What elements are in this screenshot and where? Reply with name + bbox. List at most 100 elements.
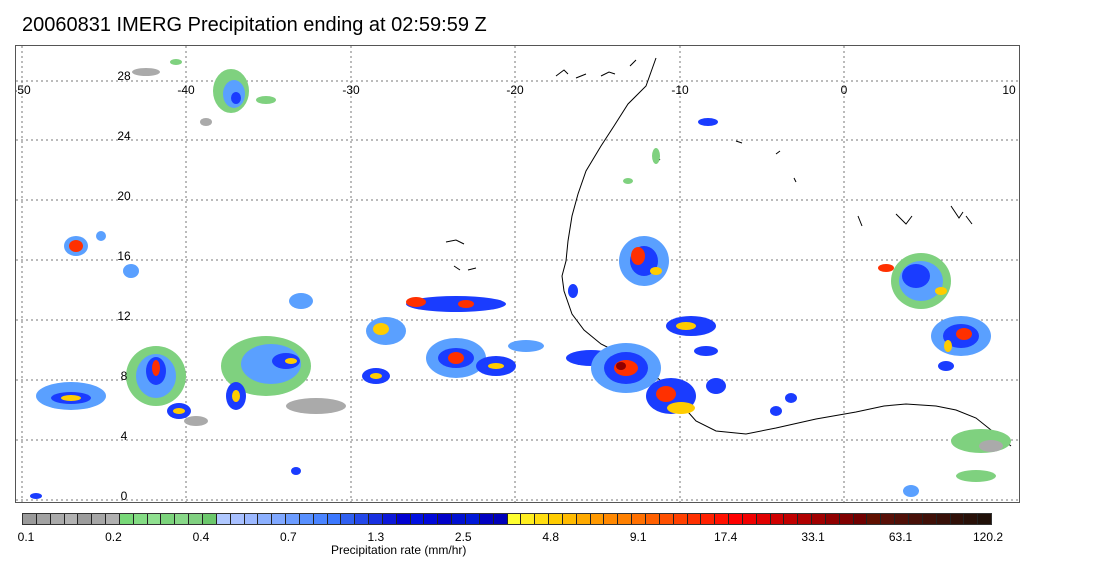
colorbar-swatch: [272, 514, 287, 524]
colorbar-swatch: [106, 514, 120, 524]
lat-label: 12: [117, 309, 131, 323]
colorbar-swatch: [659, 514, 674, 524]
colorbar-swatch: [798, 514, 813, 524]
colorbar-swatch: [466, 514, 480, 524]
colorbar-swatch: [244, 514, 259, 524]
colorbar-swatch: [867, 514, 882, 524]
colorbar-tick-label: 1.3: [367, 530, 385, 544]
colorbar-swatch: [576, 514, 591, 524]
gridlines: [16, 46, 1019, 502]
colorbar-tick-label: 2.5: [454, 530, 472, 544]
colorbar-swatch: [189, 514, 203, 524]
colorbar-swatch: [812, 514, 826, 524]
lon-label: -40: [177, 83, 195, 97]
lat-label: 0: [121, 489, 128, 502]
colorbar-swatch: [687, 514, 702, 524]
colorbar-swatch: [36, 514, 51, 524]
colorbar-swatch: [549, 514, 563, 524]
colorbar-swatch: [147, 514, 162, 524]
colorbar-swatch: [64, 514, 79, 524]
lon-label: -30: [342, 83, 360, 97]
colorbar-swatch: [50, 514, 65, 524]
colorbar-tick-label: 33.1: [801, 530, 825, 544]
colorbar-swatch: [23, 514, 37, 524]
lon-label: -20: [506, 83, 524, 97]
colorbar-swatch: [202, 514, 217, 524]
colorbar-swatch: [825, 514, 840, 524]
colorbar-swatch: [216, 514, 231, 524]
colorbar-tick-label: 0.7: [280, 530, 297, 544]
colorbar-swatch: [382, 514, 397, 524]
precipitation-map: -50 -40 -30 -20 -10 0 10 28 24 20 16 12 …: [15, 45, 1020, 503]
colorbar-swatch: [964, 514, 979, 524]
colorbar-swatch: [355, 514, 370, 524]
colorbar-swatch: [562, 514, 577, 524]
colorbar-swatch: [756, 514, 771, 524]
colorbar-tick-label: 0.2: [105, 530, 122, 544]
colorbar-swatch: [161, 514, 176, 524]
colorbar-tick-label: 0.4: [192, 530, 210, 544]
colorbar-swatch: [313, 514, 328, 524]
colorbar-swatch: [645, 514, 660, 524]
colorbar-swatch: [881, 514, 896, 524]
colorbar-swatch: [133, 514, 148, 524]
colorbar-swatch: [604, 514, 619, 524]
colorbar-swatch: [950, 514, 965, 524]
colorbar-swatch: [701, 514, 716, 524]
colorbar-tick-label: 4.8: [542, 530, 560, 544]
colorbar-swatch: [521, 514, 536, 524]
lat-label: 4: [121, 429, 128, 443]
colorbar-swatch: [493, 514, 508, 524]
colorbar-swatch: [507, 514, 522, 524]
colorbar-swatch: [853, 514, 868, 524]
lat-label: 28: [117, 69, 131, 83]
colorbar-tick-label: 63.1: [888, 530, 913, 544]
colorbar-swatch: [632, 514, 646, 524]
colorbar-swatch: [978, 514, 992, 524]
colorbar-swatch: [175, 514, 190, 524]
coastline-islands: [445, 59, 973, 271]
colorbar-swatch: [590, 514, 605, 524]
colorbar-swatch: [909, 514, 923, 524]
colorbar-swatch: [369, 514, 383, 524]
lon-label: 10: [1002, 83, 1016, 97]
colorbar-label: Precipitation rate (mm/hr): [331, 543, 467, 557]
map-canvas: -50 -40 -30 -20 -10 0 10 28 24 20 16 12 …: [16, 46, 1019, 502]
colorbar-swatch: [230, 514, 245, 524]
precipitation-field: [30, 59, 1011, 499]
colorbar-swatch: [936, 514, 951, 524]
lat-label: 20: [117, 189, 131, 203]
colorbar-swatch: [729, 514, 743, 524]
colorbar-swatch: [618, 514, 633, 524]
colorbar-swatch: [327, 514, 342, 524]
colorbar-tick-label: 120.2: [972, 530, 1004, 544]
lat-label: 8: [121, 369, 128, 383]
colorbar-swatch: [673, 514, 688, 524]
colorbar-swatch: [258, 514, 273, 524]
colorbar-swatch: [535, 514, 550, 524]
colorbar-tick-label: 17.4: [713, 530, 738, 544]
colorbar-swatch: [299, 514, 314, 524]
lat-label: 24: [117, 129, 131, 143]
colorbar-swatch: [396, 514, 411, 524]
colorbar-swatch: [452, 514, 466, 524]
colorbar-swatch: [922, 514, 937, 524]
colorbar-swatch: [119, 514, 134, 524]
colorbar-swatch: [410, 514, 425, 524]
lat-label: 16: [117, 249, 131, 263]
colorbar: [22, 513, 992, 525]
colorbar-swatch: [438, 514, 453, 524]
map-title: 20060831 IMERG Precipitation ending at 0…: [22, 14, 487, 36]
colorbar-swatch: [839, 514, 854, 524]
colorbar-swatch: [341, 514, 356, 524]
colorbar-swatch: [742, 514, 757, 524]
colorbar-swatch: [784, 514, 799, 524]
lon-label: -10: [671, 83, 689, 97]
colorbar-swatch: [770, 514, 785, 524]
colorbar-tick-label: 0.1: [17, 530, 35, 544]
colorbar-swatch: [424, 514, 439, 524]
colorbar-swatch: [895, 514, 909, 524]
colorbar-swatch: [479, 514, 494, 524]
lon-label: -50: [16, 83, 31, 97]
colorbar-tick-label: 9.1: [629, 530, 647, 544]
